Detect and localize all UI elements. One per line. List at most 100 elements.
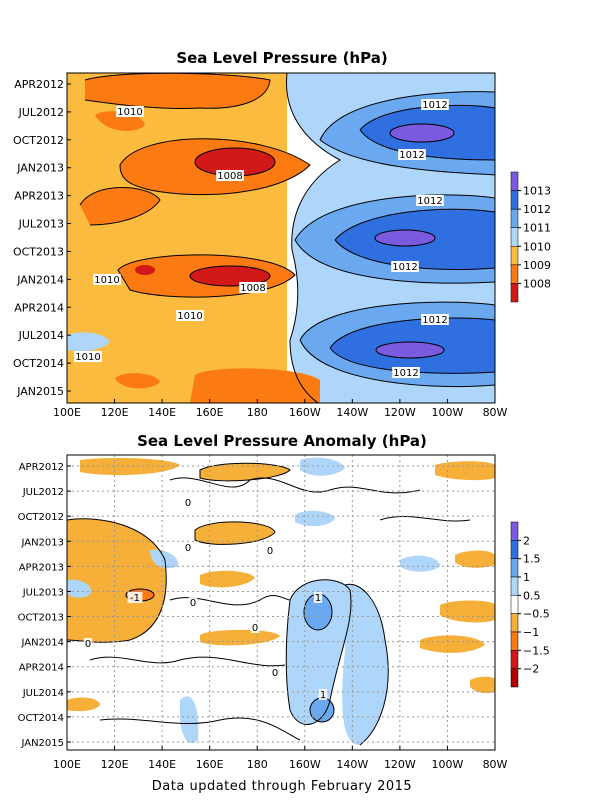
y-tick-label: APR2012 (19, 462, 64, 473)
colorbar-label: −1 (523, 626, 539, 639)
colorbar-swatch (510, 668, 519, 688)
y-tick-label: APR2012 (14, 78, 64, 91)
x-tick-label: 100E (53, 406, 81, 419)
colorbar-label: 1009 (523, 259, 551, 272)
contour-label-bg (127, 592, 143, 603)
contour-label-bg (188, 597, 198, 608)
colorbar-label: 1 (523, 571, 530, 584)
x-tick-label: 100W (432, 406, 464, 419)
contour-label-bg (265, 545, 275, 556)
y-axis-top: APR2012 JUL2012 OCT2012 JAN2013 APR2013 JUL20… (13, 78, 71, 398)
x-tick-label: 120E (101, 758, 129, 771)
contour-label: 1 (315, 593, 321, 604)
colorbar-label: 1008 (523, 277, 551, 290)
contour-label-bg (183, 497, 193, 508)
x-tick-label: 140W (336, 758, 368, 771)
contour-label: 1010 (177, 311, 202, 322)
contour-label: 1012 (392, 262, 417, 273)
y-tick-label: OCT2014 (18, 713, 64, 724)
colorbar-label: 0.5 (523, 589, 541, 602)
x-tick-label: 180 (247, 758, 268, 771)
colorbar-swatch (510, 227, 519, 247)
contour-label-bg (116, 106, 144, 117)
colorbar-label: 1010 (523, 240, 551, 253)
colorbar-swatch (510, 283, 519, 303)
contour-label-bg (183, 542, 193, 553)
contour-label: 0 (185, 543, 191, 554)
contour-label-bg (421, 99, 449, 110)
contour-label-bg (398, 149, 426, 160)
contour-label: 1 (320, 690, 326, 701)
x-tick-label: 100E (53, 758, 81, 771)
contour-label: 1008 (240, 283, 265, 294)
y-tick-label: JAN2014 (20, 638, 64, 649)
y-tick-label: JUL2012 (18, 106, 64, 119)
colorbar-label: 1013 (523, 185, 551, 198)
x-tick-label: 120E (101, 406, 129, 419)
x-tick-label: 160W (289, 758, 321, 771)
x-tick-label: 140W (336, 406, 368, 419)
colorbar-swatch (510, 595, 519, 614)
x-tick-label: 120W (384, 758, 416, 771)
contour-label-bg (318, 689, 328, 700)
contour-label-bg (416, 195, 444, 206)
y-tick-label: JUL2012 (22, 487, 64, 498)
contour-label-bg (74, 351, 102, 362)
y-tick-label: JUL2013 (18, 218, 64, 231)
y-tick-label: JAN2015 (16, 385, 64, 398)
contour-label-bg (421, 314, 449, 325)
contour-label-bg (313, 592, 323, 603)
y-tick-label: APR2013 (14, 190, 64, 203)
contour-label: 1010 (117, 107, 142, 118)
colorbar-label: 2 (523, 534, 530, 547)
contour-label: 1012 (417, 196, 442, 207)
y-tick-label: JAN2013 (16, 162, 64, 175)
colorbar-swatch (510, 540, 519, 559)
contour-label-bg (270, 667, 280, 678)
y-axis-bottom: APR2012 JUL2012 OCT2012 JAN2013 APR2013 JUL20… (18, 462, 71, 749)
y-tick-label: JAN2014 (16, 273, 64, 286)
colorbar-swatch (510, 631, 519, 651)
y-tick-label: OCT2013 (18, 613, 64, 624)
contour-label: 1008 (217, 171, 242, 182)
y-tick-label: APR2014 (19, 663, 64, 674)
y-tick-label: JAN2013 (20, 537, 64, 548)
colorbar-swatch (510, 246, 519, 266)
colorbar-swatch (510, 613, 519, 633)
contour-label: 0 (185, 498, 191, 509)
colorbar-swatch (510, 558, 519, 578)
colorbar-bottom: 2 1.5 1 0.5 −0.5 −1 −1.5 −2 (510, 521, 550, 688)
chart-title-top: Sea Level Pressure (hPa) (176, 49, 387, 67)
x-tick-label: 140E (148, 406, 176, 419)
x-axis-top: 100E 120E 140E 160E 180 160W 140W 120W 100W 80W (53, 399, 508, 419)
contour-label-bg (93, 274, 121, 285)
plot-area-top: 1010 1012 1012 1008 1012 1012 1010 1008 1010 1012… (66, 72, 496, 404)
colorbar-swatch (510, 576, 519, 596)
y-tick-label: JUL2014 (18, 329, 64, 342)
contour-label: 0 (267, 546, 273, 557)
x-tick-label: 80W (483, 406, 508, 419)
contour-label-bg (83, 638, 93, 649)
contour-label: 0 (272, 668, 278, 679)
x-tick-label: 140E (148, 758, 176, 771)
plot-area-bottom: 0 0 0 -1 0 0 0 1 1 0 (66, 454, 496, 751)
footer-note: Data updated through February 2015 (152, 779, 412, 794)
contour-label: 1012 (393, 368, 418, 379)
contour-label-bg (239, 282, 267, 293)
chart-title-bottom: Sea Level Pressure Anomaly (hPa) (137, 432, 427, 450)
y-tick-label: OCT2014 (13, 357, 64, 370)
y-tick-label: JUL2013 (22, 587, 64, 598)
contour-label-bg (250, 622, 260, 633)
contour-label-bg (216, 170, 244, 181)
colorbar-top: 1013 1012 1011 1010 1009 1008 (510, 171, 551, 303)
colorbar-swatch (510, 208, 519, 228)
x-axis-bottom: 100E 120E 140E 160E 180 160W 140W 120W 100W 80W (53, 746, 508, 771)
y-tick-label: JAN2015 (20, 738, 64, 749)
contour-label: 1010 (94, 275, 119, 286)
colorbar-label: 1.5 (523, 553, 541, 566)
x-tick-label: 180 (247, 406, 268, 419)
colorbar-swatch (510, 650, 519, 669)
y-tick-label: OCT2013 (13, 245, 64, 258)
contour-label-bg (392, 367, 420, 378)
